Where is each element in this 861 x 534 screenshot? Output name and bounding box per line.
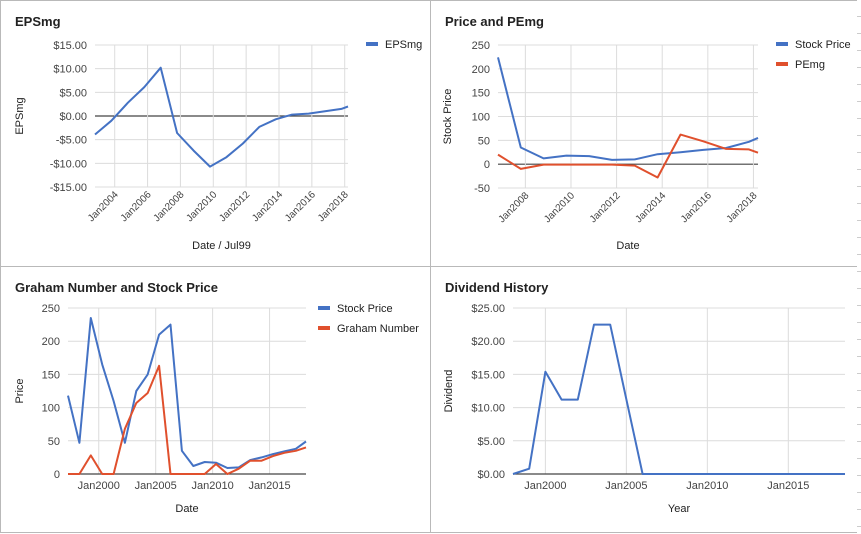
price-pe-chart-title: Price and PEmg <box>445 14 544 29</box>
x-tick-label: Jan2015 <box>248 480 290 492</box>
x-tick-label: Jan2005 <box>605 480 647 492</box>
x-tick-label: Jan2008 <box>497 190 532 225</box>
eps-chart-panel: EPSmg -$15.00 -$10.00 -$5.00 $0.00 $5.00 $10.… <box>0 0 431 267</box>
x-tick-label: Jan2015 <box>767 480 809 492</box>
legend-swatch-epsmg <box>366 42 378 46</box>
y-tick-label: $20.00 <box>471 336 505 348</box>
x-tick-label: Jan2016 <box>283 189 318 224</box>
y-axis-label: EPSmg <box>14 97 26 134</box>
series-line-epsmg <box>94 66 349 168</box>
x-tick-label: Jan2016 <box>679 190 714 225</box>
y-tick-label: $15.00 <box>53 40 87 52</box>
y-tick-label: $0.00 <box>59 111 87 123</box>
y-tick-label: -50 <box>474 183 490 195</box>
x-tick-label: Jan2010 <box>192 480 234 492</box>
y-tick-label: $0.00 <box>477 469 505 481</box>
y-tick-label: 100 <box>42 403 60 415</box>
x-tick-label: Jan2010 <box>184 189 219 224</box>
y-tick-label: 50 <box>478 135 490 147</box>
y-tick-label: $25.00 <box>471 303 505 315</box>
dividend-chart-title: Dividend History <box>445 280 549 295</box>
x-tick-label: Jan2005 <box>135 480 177 492</box>
series-line-pemg <box>497 133 759 179</box>
y-tick-label: 250 <box>472 40 490 52</box>
y-tick-label: 0 <box>484 159 490 171</box>
y-axis-label: Stock Price <box>442 89 454 145</box>
y-axis-label: Price <box>14 378 26 403</box>
series-line-dividend <box>512 323 845 475</box>
x-tick-label: Jan2000 <box>78 480 120 492</box>
series-line-stock-price <box>67 317 307 469</box>
dividend-chart-panel: Dividend History $0.00 $5.00 $10.00 $15.00 $… <box>430 266 861 533</box>
x-axis-label: Year <box>668 503 691 515</box>
y-tick-label: 150 <box>42 369 60 381</box>
y-tick-label: 250 <box>42 303 60 315</box>
x-tick-label: Jan2004 <box>86 189 121 224</box>
x-axis-label: Date <box>175 503 198 515</box>
legend-label-graham-number: Graham Number <box>337 323 419 335</box>
x-tick-label: Jan2000 <box>524 480 566 492</box>
legend-swatch-stock-price <box>776 42 788 46</box>
y-tick-label: 100 <box>472 112 490 124</box>
x-tick-label: Jan2010 <box>686 480 728 492</box>
x-tick-label: Jan2018 <box>316 189 351 224</box>
y-tick-label: -$5.00 <box>56 135 87 147</box>
y-tick-label: 50 <box>48 436 60 448</box>
y-tick-label: $10.00 <box>53 64 87 76</box>
page-edge-decoration <box>857 0 861 533</box>
x-tick-label: Jan2012 <box>588 190 623 225</box>
x-tick-label: Jan2014 <box>633 190 668 225</box>
y-tick-label: 0 <box>54 469 60 481</box>
graham-chart-panel: Graham Number and Stock Price 0 50 100 150 2… <box>0 266 431 533</box>
series-line-graham-number <box>68 364 307 475</box>
price-pe-chart: -50 0 50 100 150 200 250 Jan2008 Jan2010 Jan2012 J… <box>442 39 851 252</box>
series-line-stock-price <box>497 57 759 161</box>
x-tick-label: Jan2010 <box>542 190 577 225</box>
y-tick-label: 150 <box>472 88 490 100</box>
y-tick-label: $5.00 <box>59 87 87 99</box>
graham-chart: 0 50 100 150 200 250 Jan2000 Jan2005 Jan2010 Jan2… <box>14 303 419 515</box>
x-tick-label: Jan2018 <box>725 190 760 225</box>
dividend-chart: $0.00 $5.00 $10.00 $15.00 $20.00 $25.00 Jan200… <box>443 303 845 515</box>
y-tick-label: 200 <box>472 64 490 76</box>
legend-swatch-stock-price <box>318 306 330 310</box>
x-tick-label: Jan2006 <box>119 189 154 224</box>
y-tick-label: 200 <box>42 336 60 348</box>
legend-swatch-pemg <box>776 62 788 66</box>
x-axis-label: Date <box>616 240 639 252</box>
y-tick-label: $15.00 <box>471 369 505 381</box>
x-axis-label: Date / Jul99 <box>192 240 251 252</box>
legend-label-epsmg: EPSmg <box>385 39 422 51</box>
y-tick-label: -$15.00 <box>50 182 87 194</box>
legend-label-stock-price: Stock Price <box>337 303 393 315</box>
eps-chart: -$15.00 -$10.00 -$5.00 $0.00 $5.00 $10.00 $15.… <box>14 39 422 252</box>
y-axis-label: Dividend <box>443 370 455 413</box>
eps-chart-title: EPSmg <box>15 14 61 29</box>
y-tick-label: $10.00 <box>471 403 505 415</box>
x-tick-label: Jan2014 <box>250 189 285 224</box>
x-tick-label: Jan2012 <box>217 189 252 224</box>
graham-chart-title: Graham Number and Stock Price <box>15 280 219 295</box>
legend-swatch-graham-number <box>318 326 330 330</box>
y-tick-label: $5.00 <box>477 436 505 448</box>
legend-label-pemg: PEmg <box>795 59 825 71</box>
price-pe-chart-panel: Price and PEmg -50 0 50 100 150 200 250 Jan2008… <box>430 0 861 267</box>
x-tick-label: Jan2008 <box>152 189 187 224</box>
y-tick-label: -$10.00 <box>50 158 87 170</box>
legend-label-stock-price: Stock Price <box>795 39 851 51</box>
